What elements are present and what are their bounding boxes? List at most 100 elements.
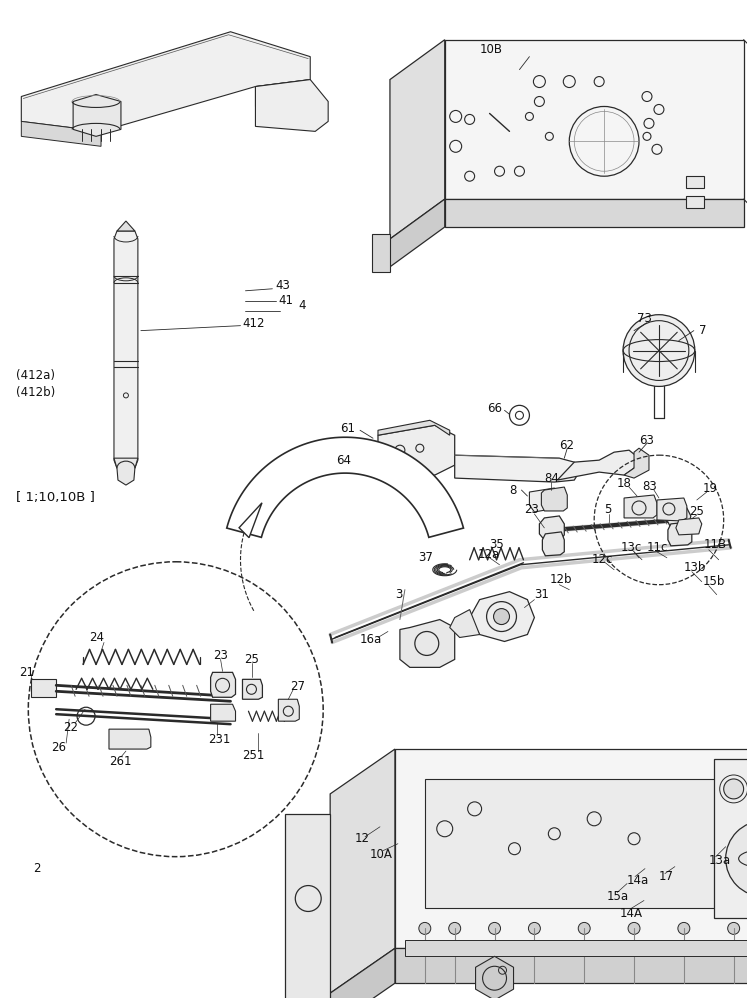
- Polygon shape: [330, 948, 395, 1000]
- Polygon shape: [278, 699, 299, 721]
- Polygon shape: [624, 448, 649, 478]
- Text: 12c: 12c: [591, 553, 613, 566]
- Text: 12a: 12a: [478, 548, 500, 561]
- Polygon shape: [390, 40, 445, 239]
- Polygon shape: [657, 498, 687, 521]
- Polygon shape: [470, 592, 534, 641]
- Polygon shape: [450, 610, 479, 637]
- Text: 61: 61: [340, 422, 355, 435]
- Text: (412a): (412a): [16, 369, 55, 382]
- Text: [ 1;10,10B ]: [ 1;10,10B ]: [16, 491, 95, 504]
- Polygon shape: [255, 80, 328, 131]
- Text: 43: 43: [275, 279, 290, 292]
- Polygon shape: [239, 503, 262, 538]
- Polygon shape: [395, 948, 748, 983]
- Text: 27: 27: [290, 680, 305, 693]
- Text: 12b: 12b: [549, 573, 572, 586]
- Circle shape: [726, 821, 748, 897]
- Polygon shape: [455, 455, 579, 482]
- Polygon shape: [445, 40, 744, 199]
- Text: 7: 7: [699, 324, 706, 337]
- Polygon shape: [624, 495, 657, 518]
- Text: 35: 35: [490, 538, 504, 551]
- Text: 22: 22: [63, 721, 78, 734]
- Text: 31: 31: [534, 588, 549, 601]
- Text: 16a: 16a: [360, 633, 382, 646]
- Text: 13b: 13b: [684, 561, 706, 574]
- Polygon shape: [21, 32, 310, 131]
- Polygon shape: [542, 487, 567, 511]
- Text: 24: 24: [89, 631, 104, 644]
- Circle shape: [724, 779, 744, 799]
- Text: 15a: 15a: [607, 890, 629, 903]
- Polygon shape: [227, 437, 464, 537]
- Text: 10A: 10A: [370, 848, 393, 861]
- Polygon shape: [476, 956, 514, 1000]
- Polygon shape: [285, 814, 330, 1000]
- Polygon shape: [21, 121, 101, 146]
- Polygon shape: [405, 940, 748, 956]
- Text: 73: 73: [637, 312, 652, 325]
- Polygon shape: [117, 221, 135, 231]
- Text: 26: 26: [51, 741, 67, 754]
- Text: 251: 251: [242, 749, 265, 762]
- Polygon shape: [378, 420, 450, 435]
- Text: 25: 25: [245, 653, 260, 666]
- Text: 412: 412: [242, 317, 265, 330]
- Text: 63: 63: [639, 434, 654, 447]
- Polygon shape: [667, 508, 691, 528]
- Polygon shape: [390, 199, 445, 267]
- Text: 11B: 11B: [704, 538, 727, 551]
- Text: 64: 64: [336, 454, 351, 467]
- Text: 19: 19: [703, 482, 718, 495]
- Polygon shape: [686, 196, 704, 208]
- Text: 25: 25: [689, 505, 704, 518]
- Text: 83: 83: [642, 480, 657, 493]
- Polygon shape: [714, 759, 748, 918]
- Polygon shape: [530, 488, 560, 512]
- Circle shape: [628, 922, 640, 934]
- Text: 3: 3: [395, 588, 402, 601]
- Circle shape: [528, 922, 540, 934]
- Text: 12: 12: [355, 832, 370, 845]
- Polygon shape: [330, 749, 395, 993]
- Polygon shape: [425, 779, 748, 908]
- Circle shape: [578, 922, 590, 934]
- Text: (412b): (412b): [16, 386, 55, 399]
- Polygon shape: [109, 729, 151, 749]
- Text: 5: 5: [604, 503, 612, 516]
- Polygon shape: [31, 679, 56, 697]
- Text: 62: 62: [560, 439, 574, 452]
- Text: 231: 231: [209, 733, 231, 746]
- Text: 23: 23: [214, 649, 228, 662]
- Text: 13a: 13a: [709, 854, 731, 867]
- Text: 13c: 13c: [621, 541, 643, 554]
- Polygon shape: [676, 518, 702, 535]
- Circle shape: [488, 922, 500, 934]
- Circle shape: [449, 922, 461, 934]
- Polygon shape: [686, 176, 704, 188]
- Text: 21: 21: [19, 666, 34, 679]
- Polygon shape: [372, 234, 390, 272]
- Circle shape: [728, 922, 740, 934]
- Text: 10B: 10B: [479, 43, 503, 56]
- Text: 18: 18: [617, 477, 632, 490]
- Polygon shape: [255, 80, 310, 106]
- Text: 261: 261: [109, 755, 132, 768]
- Text: 37: 37: [418, 551, 432, 564]
- Text: 41: 41: [278, 294, 293, 307]
- Text: 11c: 11c: [647, 541, 669, 554]
- Polygon shape: [542, 532, 564, 556]
- Polygon shape: [445, 199, 744, 227]
- Text: 8: 8: [509, 484, 517, 497]
- Polygon shape: [242, 679, 263, 699]
- Text: 17: 17: [659, 870, 674, 883]
- Circle shape: [494, 609, 509, 625]
- Text: 84: 84: [545, 472, 560, 485]
- Polygon shape: [211, 672, 236, 697]
- Circle shape: [678, 922, 690, 934]
- Polygon shape: [73, 95, 121, 136]
- Circle shape: [623, 315, 695, 386]
- Polygon shape: [114, 458, 138, 485]
- Polygon shape: [400, 620, 455, 667]
